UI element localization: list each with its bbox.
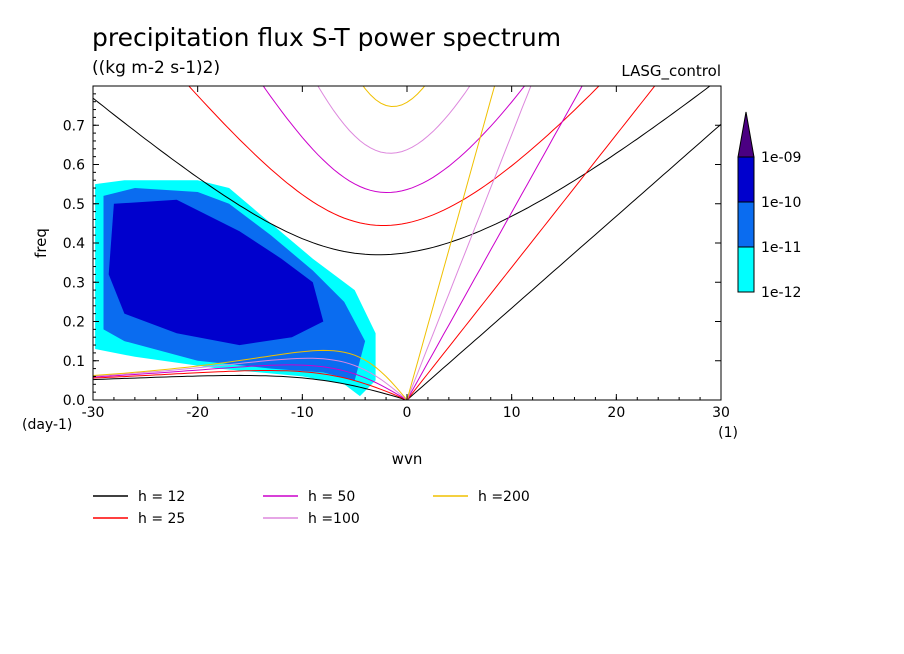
y-tick-label: 0.5 [63, 197, 85, 213]
curve-eig-h50 [262, 86, 526, 194]
colorbar-label: 1e-10 [761, 195, 801, 211]
x-tick-label: 10 [503, 405, 521, 421]
curve-eig-h25 [188, 86, 600, 226]
curve-er-h12 [93, 374, 409, 400]
y-tick-label: 0.0 [63, 393, 85, 409]
chart-title: precipitation flux S-T power spectrum [92, 23, 561, 52]
curve-kel-h12 [406, 123, 721, 400]
y-tick-label: 0.3 [63, 275, 85, 291]
x-tick-label: 30 [712, 405, 730, 421]
colorbar-label: 1e-09 [761, 150, 801, 166]
curve-kel-h25 [406, 86, 656, 400]
y-tick-label: 0.7 [63, 118, 85, 134]
colorbar-label: 1e-12 [761, 285, 801, 301]
legend-label: h = 25 [138, 511, 185, 527]
curve-er-h25 [93, 370, 409, 400]
y-tick-label: 0.2 [63, 315, 85, 331]
curve-er-h50 [93, 364, 408, 400]
x-tick-label: 20 [607, 405, 625, 421]
curve-kel-h200 [406, 86, 496, 400]
dispersion-curves [93, 86, 721, 400]
x-axis: -30 -20 -10 0 10 20 30 [82, 86, 730, 421]
y-unit-label: (day-1) [22, 417, 72, 433]
legend-label: h = 12 [138, 489, 185, 505]
run-label: LASG_control [621, 62, 721, 81]
x-axis-label: wvn [392, 450, 423, 468]
colorbar-swatch [737, 201, 755, 248]
y-axis-label: freq [32, 228, 50, 258]
x-unit-label: (1) [718, 425, 738, 441]
y-axis: 0.0 0.1 0.2 0.3 0.4 0.5 0.6 0.7 [63, 93, 721, 409]
colorbar: 1e-09 1e-10 1e-11 1e-12 [737, 111, 801, 301]
curve-eig-h100 [317, 86, 471, 154]
x-tick-label: 0 [403, 405, 412, 421]
colorbar-extend-max [737, 111, 755, 158]
legend-label: h = 50 [308, 489, 355, 505]
curve-eig-h200 [362, 86, 426, 108]
y-tick-label: 0.1 [63, 354, 85, 370]
curve-kel-h100 [406, 86, 532, 400]
x-tick-label: -20 [186, 405, 209, 421]
y-tick-label: 0.6 [63, 158, 85, 174]
chart-subtitle: ((kg m-2 s-1)2) [92, 58, 220, 78]
legend-label: h =100 [308, 511, 360, 527]
curve-eig-h12 [93, 86, 711, 256]
colorbar-label: 1e-11 [761, 240, 801, 256]
y-tick-label: 0.4 [63, 236, 85, 252]
legend-label: h =200 [478, 489, 530, 505]
curve-er-h200 [93, 349, 408, 400]
colorbar-swatch [737, 246, 755, 293]
curve-kel-h50 [406, 86, 583, 400]
curve-er-h100 [93, 357, 408, 400]
spectrum-region-1e-10 [108, 199, 324, 346]
spectrum-fills [95, 180, 376, 397]
x-tick-label: -10 [291, 405, 314, 421]
legend: h = 12 h = 25 h = 50 h =100 h =200 [93, 489, 530, 527]
x-tick-label: -30 [82, 405, 105, 421]
colorbar-swatch [737, 156, 755, 203]
